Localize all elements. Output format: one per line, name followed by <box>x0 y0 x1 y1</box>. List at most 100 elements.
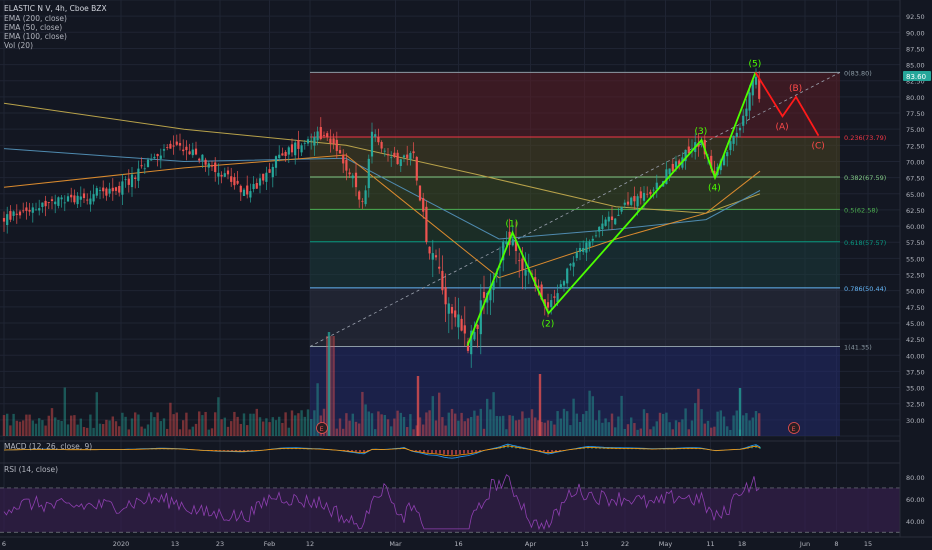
candle-body <box>585 242 588 253</box>
candle-body <box>348 172 351 175</box>
candle-body <box>297 140 300 149</box>
candle-body <box>630 197 633 205</box>
candle-body <box>550 300 553 308</box>
volume-bar <box>502 415 505 436</box>
time-tick-label: 16 <box>454 540 462 548</box>
volume-bar <box>460 412 463 436</box>
volume-spike <box>416 376 420 436</box>
fib-level-label: 0.382(67.59) <box>844 174 886 182</box>
volume-bar <box>294 415 297 436</box>
candle-body <box>281 153 284 156</box>
candle-body <box>86 199 89 201</box>
correction-label: (C) <box>812 142 825 152</box>
macd-histogram-bar <box>439 450 441 454</box>
ema-line <box>3 154 761 279</box>
candle-body <box>354 172 358 188</box>
volume-bar <box>594 420 598 436</box>
candle-body <box>738 127 742 131</box>
fib-level-label: 0.786(50.44) <box>844 285 886 293</box>
candle-body <box>127 178 130 185</box>
candle-body <box>562 281 566 286</box>
volume-bar <box>495 415 498 436</box>
volume-bar <box>390 426 393 436</box>
candle-body <box>732 135 735 144</box>
candle-body <box>463 325 466 334</box>
macd-histogram-bar <box>251 450 253 451</box>
volume-bar <box>556 411 559 436</box>
volume-bar <box>639 428 642 436</box>
candle-body <box>668 168 671 175</box>
macd-histogram-bar <box>343 450 345 451</box>
volume-spike <box>327 332 331 436</box>
candle-body <box>98 189 102 191</box>
candle-body <box>722 154 726 166</box>
fib-level-label: 1(41.35) <box>844 344 872 352</box>
volume-bar <box>569 425 572 436</box>
volume-bar <box>34 423 38 436</box>
candle-body <box>70 194 73 198</box>
macd-histogram-bar <box>427 450 429 453</box>
macd-histogram-bar <box>347 450 349 452</box>
candle-body <box>284 151 287 156</box>
volume-bar <box>399 412 402 436</box>
candle-body <box>246 185 249 195</box>
volume-bar <box>428 410 431 436</box>
macd-histogram-bar <box>555 450 557 452</box>
candle-body <box>191 149 194 156</box>
volume-bar <box>268 422 271 436</box>
candle-body <box>655 182 658 190</box>
volume-bar <box>73 415 76 436</box>
candle-body <box>150 159 153 161</box>
fib-level-label: 0.618(57.57) <box>844 239 886 247</box>
volume-bar <box>601 422 604 436</box>
volume-bar <box>492 392 495 436</box>
candle-body <box>338 150 342 154</box>
macd-histogram-bar <box>547 450 549 453</box>
volume-bar <box>719 410 722 436</box>
volume-bar <box>15 420 18 436</box>
volume-bar <box>326 336 329 436</box>
volume-bar <box>444 425 447 436</box>
candle-body <box>210 165 214 167</box>
volume-bar <box>655 421 658 436</box>
candle-body <box>198 158 201 161</box>
macd-signal-line <box>3 445 761 457</box>
candle-body <box>111 187 114 192</box>
candle-body <box>313 136 316 146</box>
price-tick-label: 62.50 <box>906 207 925 215</box>
macd-histogram-bar <box>543 450 545 452</box>
volume-bar <box>41 420 44 436</box>
candle-body <box>44 200 47 207</box>
candle-body <box>665 169 668 185</box>
volume-bar <box>258 417 262 436</box>
volume-spike <box>738 388 742 436</box>
earnings-marker <box>316 422 328 434</box>
volume-bar <box>572 398 575 436</box>
candle-body <box>450 307 454 314</box>
candle-body <box>575 252 578 258</box>
candle-body <box>76 195 79 205</box>
macd-histogram-bar <box>759 446 761 449</box>
macd-histogram-bar <box>419 450 421 452</box>
candles <box>2 68 761 368</box>
candle-body <box>598 226 601 232</box>
candle-body <box>124 179 127 181</box>
macd-histogram-bar <box>459 450 461 455</box>
correction-wave-line <box>754 71 820 137</box>
candle-body <box>591 238 594 241</box>
macd-histogram-bar <box>219 450 221 451</box>
volume-bar <box>281 422 284 436</box>
volume-bar <box>156 412 159 436</box>
candle-body <box>22 210 25 212</box>
candle-body <box>2 218 6 222</box>
candle-body <box>380 141 383 149</box>
volume-bar <box>44 425 47 436</box>
volume-bar <box>265 418 268 436</box>
volume-bar <box>425 412 428 436</box>
ema-line <box>3 148 761 240</box>
time-tick-label: 22 <box>621 540 629 548</box>
rsi-pane: 40.00 60.00 80.00 <box>0 462 925 533</box>
candle-body <box>559 284 562 289</box>
